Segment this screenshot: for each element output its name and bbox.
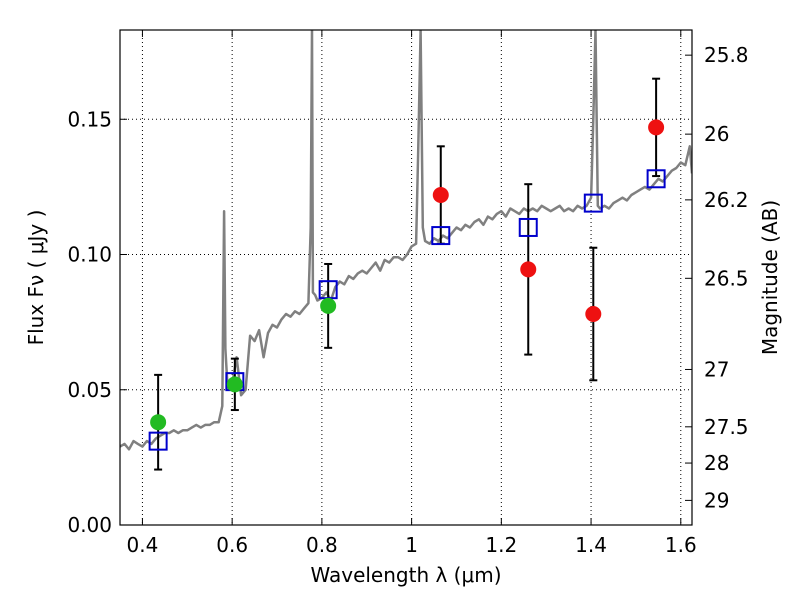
y2-tick-label: 26.2 (704, 188, 749, 212)
y2-tick-label: 28 (704, 451, 729, 475)
y-tick-label: 0.05 (67, 378, 112, 402)
model-square-marker (148, 431, 168, 451)
model-square-marker (431, 226, 451, 246)
x-tick-label: 1.2 (485, 533, 517, 557)
plot-frame (119, 29, 693, 526)
y-tick-label: 0.10 (67, 243, 112, 267)
y2-tick-label: 26 (704, 122, 729, 146)
x-tick-label: 0.4 (127, 533, 159, 557)
x-tick-label: 1 (405, 533, 418, 557)
infrared-data-point (648, 119, 665, 136)
x-axis-title: Wavelength λ (μm) (310, 563, 501, 587)
errorbar-layer (154, 77, 661, 471)
y-tick-label: 0.15 (67, 107, 112, 131)
optical-data-point (226, 376, 243, 393)
x-tick-label: 0.6 (216, 533, 248, 557)
x-tick-label: 1.4 (575, 533, 607, 557)
y2-tick-label: 27 (704, 357, 729, 381)
marker-layer (148, 119, 666, 451)
grid-layer (120, 30, 692, 526)
y-axis-title: Flux Fν ( μJy ) (24, 210, 48, 346)
optical-data-point (150, 414, 167, 431)
optical-data-point (320, 297, 337, 314)
y2-tick-label: 26.5 (704, 266, 749, 290)
y2-axis-title: Magnitude (AB) (758, 200, 782, 355)
y2-tick-label: 25.8 (704, 43, 749, 67)
infrared-data-point (520, 261, 537, 278)
y2-tick-label: 27.5 (704, 415, 749, 439)
y-tick-label: 0.00 (67, 513, 112, 537)
model-square-marker (646, 169, 666, 189)
spectrum-line (120, 30, 692, 451)
spectrum-layer (120, 30, 692, 451)
model-square-marker (518, 217, 538, 237)
x-tick-label: 0.8 (306, 533, 338, 557)
infrared-data-point (585, 306, 602, 323)
y2-tick-label: 29 (704, 488, 729, 512)
model-square-marker (583, 193, 603, 213)
infrared-data-point (432, 187, 449, 203)
x-tick-label: 1.6 (665, 533, 697, 557)
tick-layer: 0.4 0.6 0.8 1 1.2 1.4 1.6 0.00 0.05 0.10 0.15 25.8 2… (67, 30, 749, 557)
